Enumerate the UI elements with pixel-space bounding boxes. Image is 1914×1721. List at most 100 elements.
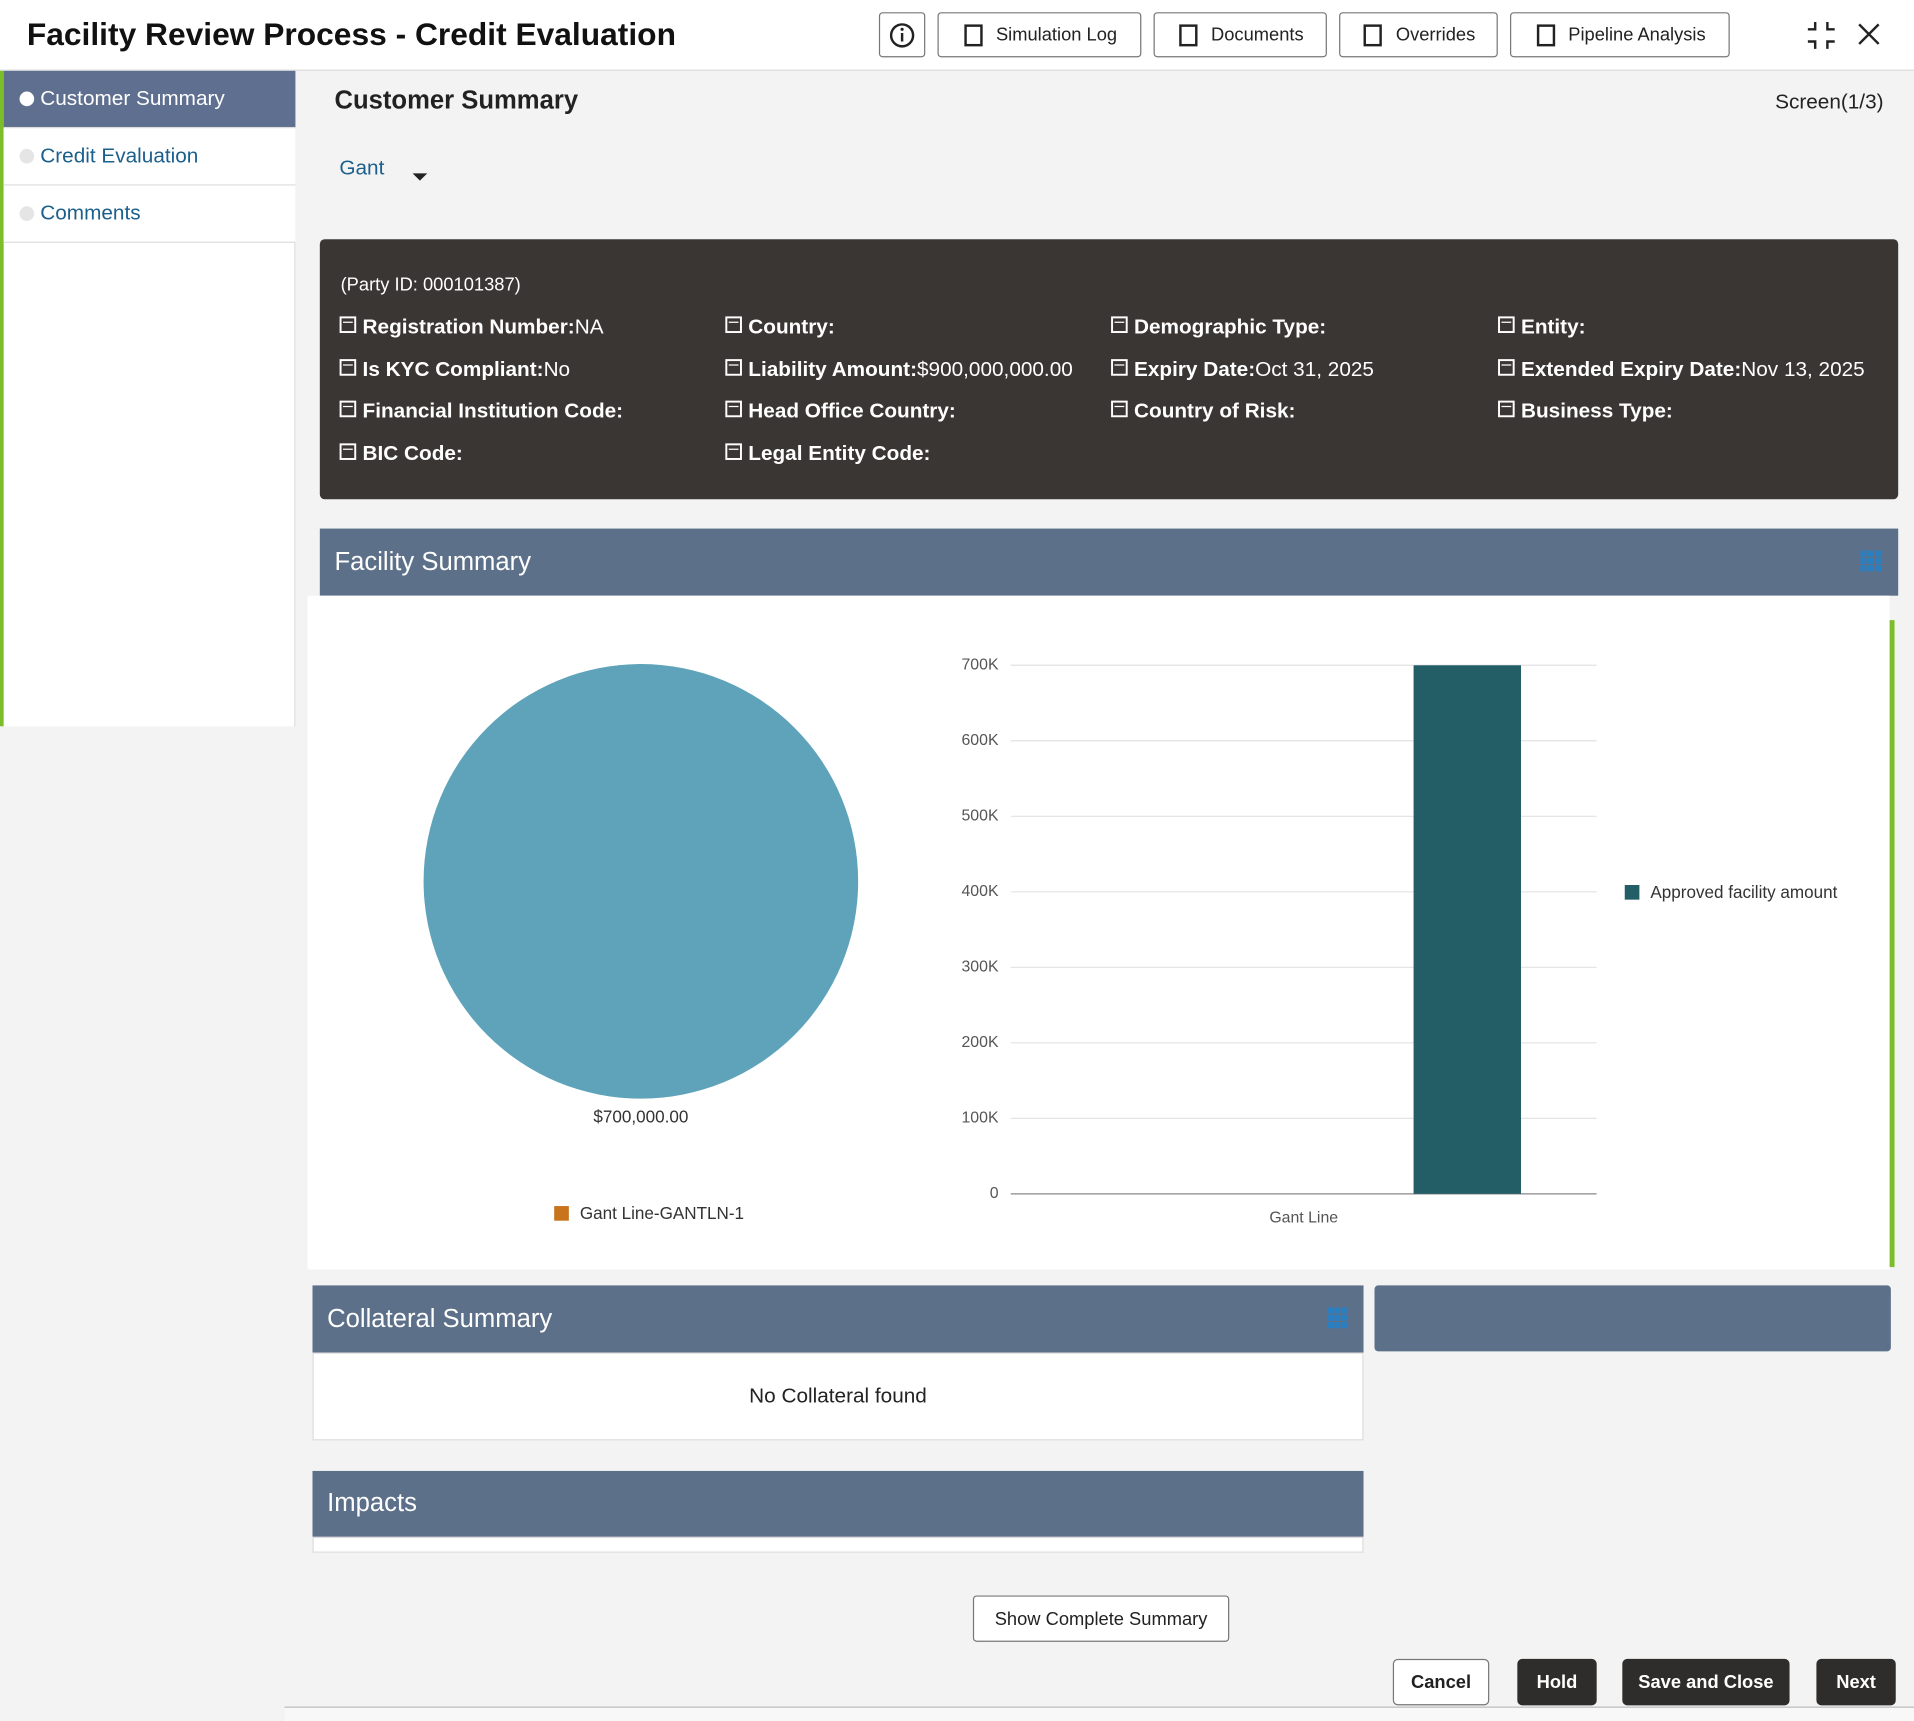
field-label: Is KYC Compliant: — [362, 357, 544, 381]
header-button[interactable]: Pipeline Analysis — [1510, 12, 1730, 58]
field-label: Entity: — [1520, 314, 1586, 339]
info-field: Country: — [724, 315, 835, 339]
grid-icon[interactable] — [1860, 550, 1882, 573]
y-tick-label: 500K — [961, 807, 998, 824]
field-icon — [1111, 316, 1128, 334]
button-label: Overrides — [1395, 24, 1476, 46]
show-summary-button[interactable]: Show Complete Summary — [972, 1595, 1230, 1642]
dropdown-arrow[interactable] — [411, 171, 428, 183]
side-header — [1374, 1285, 1891, 1352]
pie-slice — [423, 664, 859, 1099]
section-title: Customer Summary — [334, 86, 579, 115]
field-value: NA — [574, 314, 604, 339]
footer-button[interactable]: Cancel — [1392, 1658, 1490, 1706]
nav-item[interactable]: Credit Evaluation — [3, 128, 296, 186]
info-field: Entity: — [1497, 315, 1586, 339]
screen-indicator: Screen(1/3) — [1775, 90, 1884, 114]
y-tick-label: 200K — [961, 1034, 998, 1051]
info-button[interactable] — [878, 12, 926, 58]
header-button[interactable]: Overrides — [1339, 12, 1498, 58]
facility-header: Facility Summary — [319, 528, 1899, 596]
collateral-body: No Collateral found — [312, 1352, 1364, 1441]
field-label: Registration Number: — [362, 314, 575, 339]
expand-icon[interactable] — [1804, 18, 1838, 52]
nav-item[interactable]: Comments — [3, 185, 296, 243]
button-icon — [1364, 23, 1383, 46]
info-field: Demographic Type: — [1110, 314, 1327, 339]
info-field: Legal Entity Code: — [724, 441, 931, 466]
y-tick-label: 700K — [961, 656, 998, 673]
legend-label: Gant Line-GANTLN-1 — [580, 1204, 744, 1223]
field-icon — [1498, 359, 1515, 376]
field-icon — [339, 359, 357, 376]
nav-dot — [19, 91, 35, 107]
info-field: Extended Expiry Date:Nov 13, 2025 — [1497, 358, 1865, 382]
field-label: Head Office Country: — [748, 399, 956, 423]
nav-dot — [19, 148, 35, 164]
field-label: Liability Amount: — [748, 357, 917, 381]
impacts-body — [312, 1536, 1364, 1553]
collateral-header: Collateral Summary — [312, 1285, 1364, 1353]
y-tick-label: 100K — [961, 1110, 998, 1127]
close-icon[interactable] — [1855, 21, 1882, 48]
footer-button[interactable]: Next — [1816, 1658, 1896, 1706]
field-icon — [1111, 400, 1128, 418]
footer-strip — [284, 1706, 1914, 1721]
info-field: Liability Amount:$900,000,000.00 — [724, 358, 1073, 382]
impacts-title: Impacts — [327, 1489, 417, 1518]
field-icon — [339, 400, 357, 418]
field-label: Country of Risk: — [1134, 399, 1296, 423]
field-value: $900,000,000.00 — [916, 357, 1073, 381]
nav-dot — [19, 206, 35, 221]
info-field: Expiry Date:Oct 31, 2025 — [1110, 358, 1374, 382]
field-label: BIC Code: — [362, 441, 463, 466]
y-tick-label: 0 — [990, 1185, 999, 1202]
collateral-title: Collateral Summary — [327, 1304, 553, 1333]
footer-button[interactable]: Hold — [1517, 1658, 1597, 1706]
field-label: Legal Entity Code: — [748, 441, 931, 466]
header-button[interactable]: Documents — [1153, 12, 1327, 58]
chart-area — [307, 595, 1890, 1270]
grid-icon[interactable] — [1326, 1307, 1349, 1329]
field-value: Nov 13, 2025 — [1741, 357, 1865, 381]
field-label: Expiry Date: — [1134, 357, 1256, 381]
impacts-header: Impacts — [312, 1470, 1364, 1537]
button-icon — [1179, 23, 1198, 46]
legend-label: Approved facility amount — [1650, 883, 1837, 902]
facility-title: Facility Summary — [334, 547, 532, 576]
page-title: Facility Review Process - Credit Evaluat… — [26, 15, 676, 53]
header-button[interactable]: Simulation Log — [937, 12, 1142, 58]
x-tick-label: Gant Line — [1269, 1209, 1338, 1226]
field-value: Oct 31, 2025 — [1255, 357, 1374, 381]
footer-button[interactable]: Save and Close — [1622, 1658, 1790, 1706]
selector[interactable]: Gant — [339, 156, 385, 180]
collateral-message: No Collateral found — [749, 1384, 927, 1408]
field-label: Country: — [748, 314, 835, 339]
field-label: Demographic Type: — [1134, 314, 1327, 339]
field-icon — [1498, 316, 1515, 334]
field-icon — [1111, 359, 1128, 376]
info-field: Country of Risk: — [1110, 399, 1296, 423]
field-icon — [339, 443, 357, 460]
field-label: Extended Expiry Date: — [1520, 357, 1742, 381]
field-icon — [1498, 400, 1515, 418]
field-label: Financial Institution Code: — [362, 399, 624, 423]
field-icon — [725, 316, 742, 334]
button-label: Pipeline Analysis — [1568, 24, 1706, 46]
info-field: Head Office Country: — [724, 399, 956, 423]
field-icon — [725, 443, 742, 460]
info-field: Financial Institution Code: — [338, 399, 623, 423]
button-label: Documents — [1211, 24, 1304, 46]
pie-value-label: $700,000.00 — [593, 1108, 688, 1127]
button-icon — [1536, 23, 1555, 46]
button-icon — [964, 23, 983, 46]
show-summary-label: Show Complete Summary — [994, 1608, 1208, 1630]
field-icon — [725, 400, 742, 418]
nav-item[interactable]: Customer Summary — [3, 70, 296, 129]
info-field: Is KYC Compliant:No — [338, 358, 570, 382]
legend-swatch — [554, 1206, 569, 1221]
y-tick-label: 600K — [961, 732, 998, 749]
y-tick-label: 300K — [961, 959, 998, 976]
